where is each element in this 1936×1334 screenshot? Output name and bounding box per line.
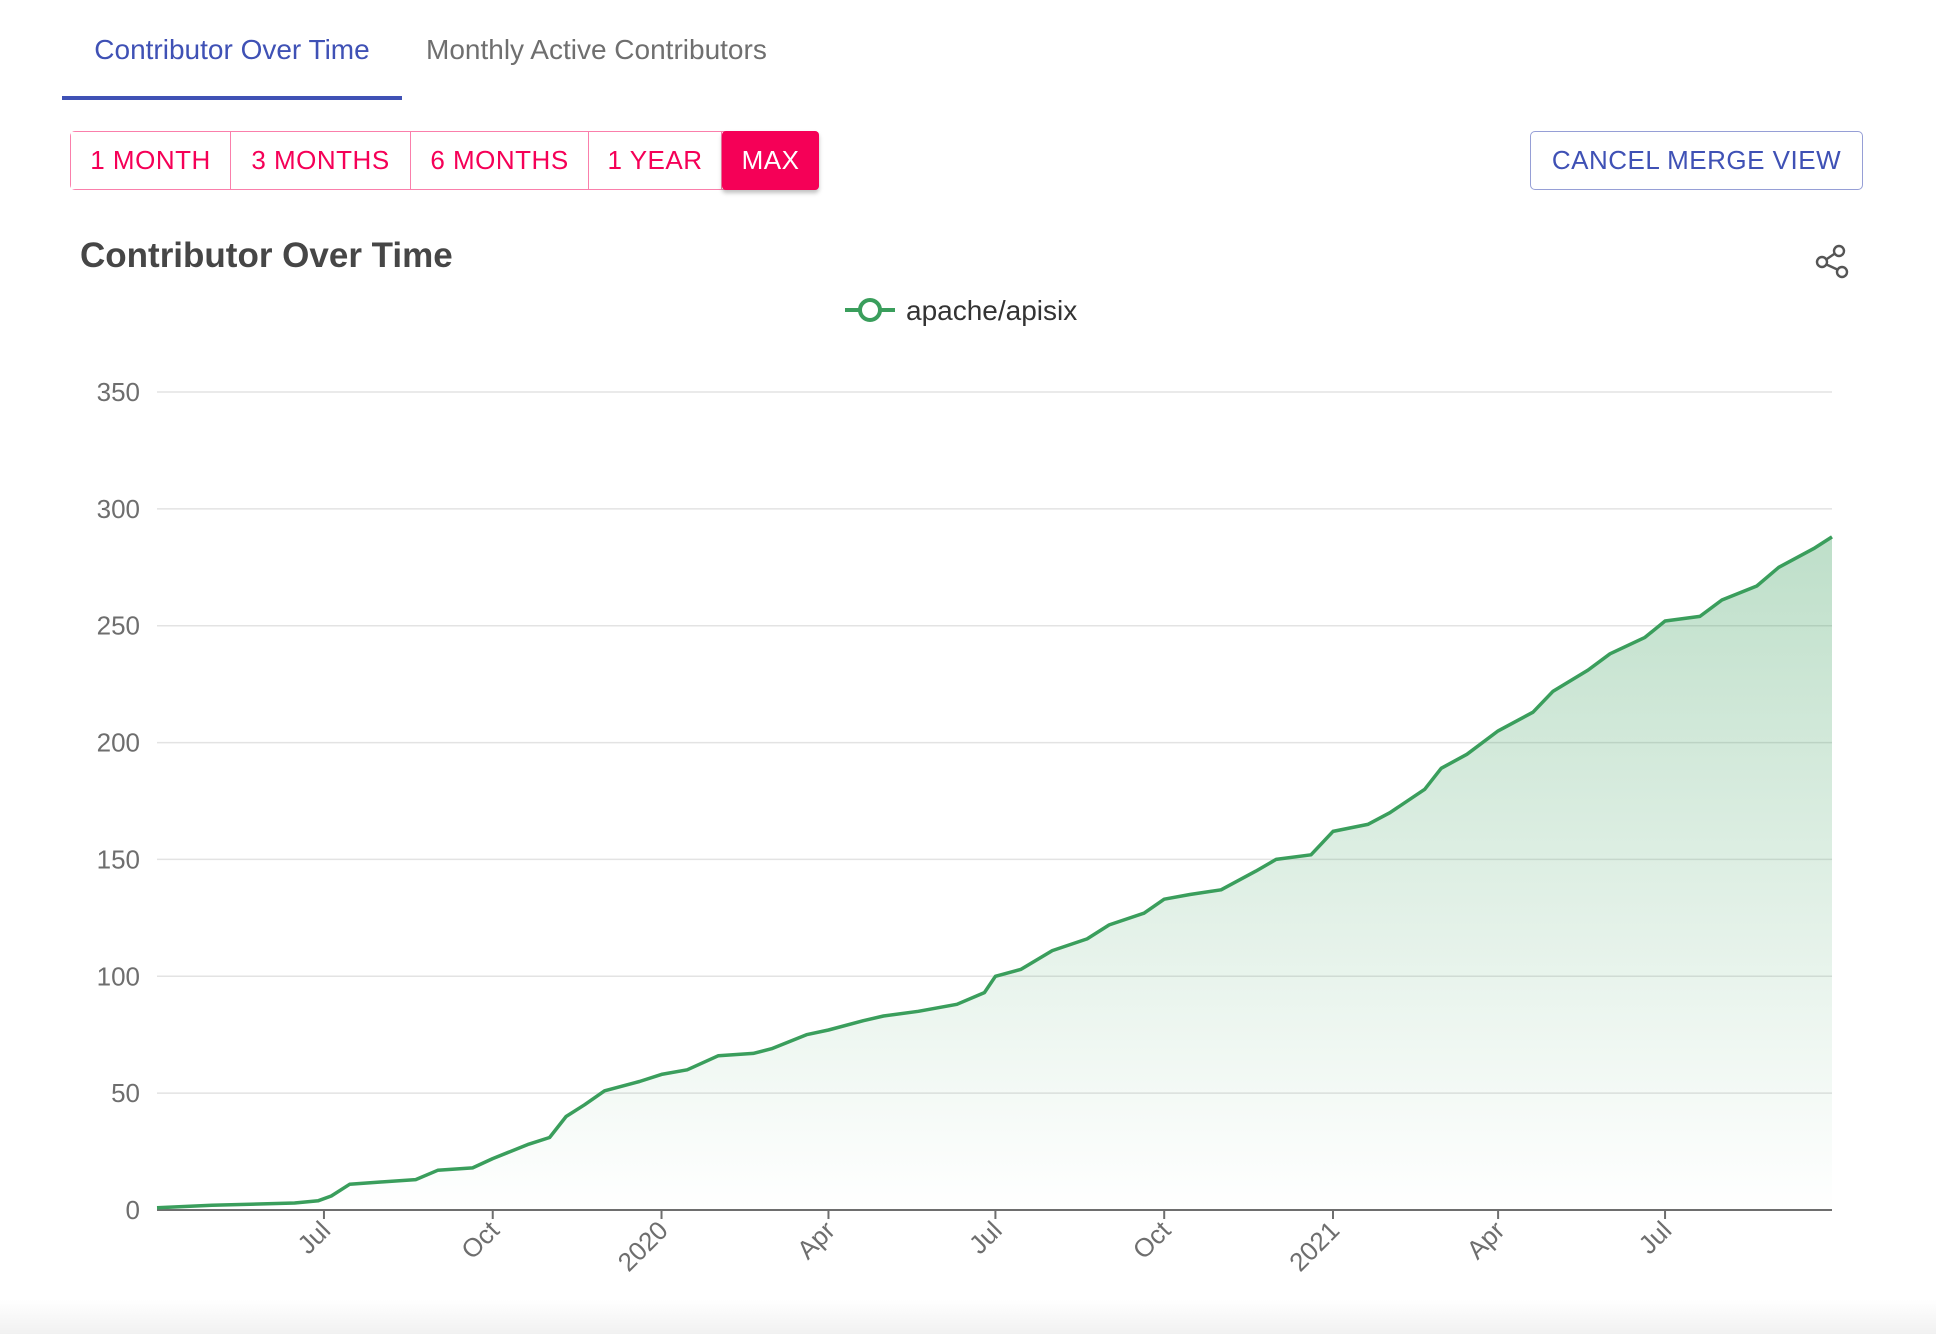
x-tick-label: 2021 [1283, 1215, 1345, 1277]
legend-marker-icon [858, 298, 882, 322]
y-tick-label: 200 [97, 728, 140, 758]
tab-bar: Contributor Over Time Monthly Active Con… [62, 0, 791, 100]
y-tick-label: 350 [97, 377, 140, 407]
range-1-year-button[interactable]: 1 YEAR [589, 132, 722, 189]
y-tick-label: 300 [97, 494, 140, 524]
x-tick-label: Jul [1633, 1215, 1678, 1260]
tab-contributor-over-time[interactable]: Contributor Over Time [62, 0, 402, 100]
range-selector: 1 MONTH 3 MONTHS 6 MONTHS 1 YEAR MAX [70, 131, 819, 190]
x-tick-label: Jul [291, 1215, 336, 1260]
series-area [157, 536, 1832, 1210]
contributor-chart: apache/apisix 0 50 100 150 200 250 300 350 Jul O… [97, 295, 1833, 1277]
cancel-merge-view-button[interactable]: CANCEL MERGE VIEW [1530, 131, 1863, 190]
range-3-months-button[interactable]: 3 MONTHS [231, 132, 411, 189]
x-tick-label: Oct [1127, 1214, 1177, 1264]
range-max-button[interactable]: MAX [722, 131, 819, 190]
x-tick-label: Jul [963, 1215, 1008, 1260]
legend-label: apache/apisix [906, 295, 1077, 326]
x-tick-label: Apr [1461, 1215, 1511, 1265]
y-tick-label: 0 [126, 1195, 140, 1225]
page-bottom-edge [0, 1300, 1936, 1334]
range-6-months-button[interactable]: 6 MONTHS [411, 132, 589, 189]
y-tick-label: 250 [97, 611, 140, 641]
x-tick-label: Apr [791, 1215, 841, 1265]
y-tick-label: 100 [97, 961, 140, 991]
chart-title: Contributor Over Time [80, 236, 453, 275]
legend-item[interactable]: apache/apisix [845, 295, 1077, 326]
x-tick-label: Oct [455, 1214, 505, 1264]
x-tick-label: 2020 [612, 1215, 674, 1277]
range-1-month-button[interactable]: 1 MONTH [71, 132, 231, 189]
share-icon[interactable] [1812, 242, 1852, 282]
tab-monthly-active-contributors[interactable]: Monthly Active Contributors [426, 34, 767, 65]
y-tick-label: 150 [97, 844, 140, 874]
series-line [156, 535, 1833, 1210]
y-tick-label: 50 [111, 1078, 140, 1108]
